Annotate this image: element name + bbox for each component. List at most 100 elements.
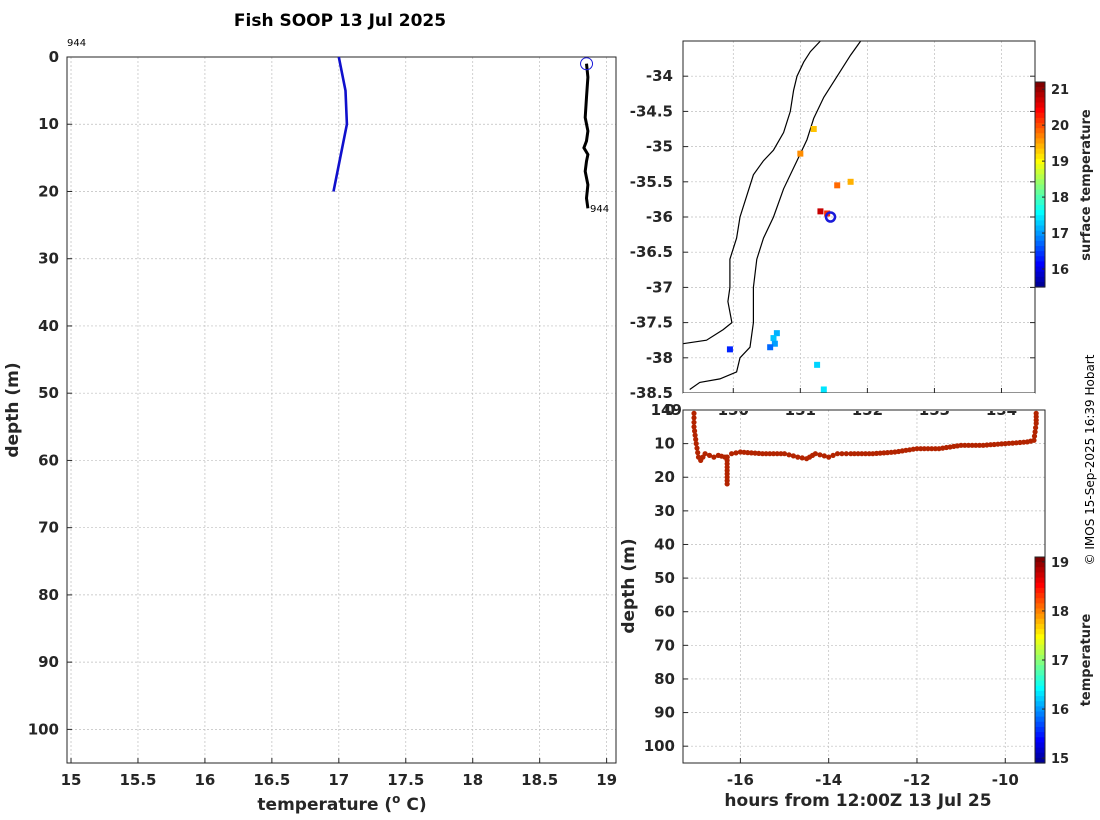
section-track-point	[795, 454, 801, 460]
section-colorbar-segment	[1035, 562, 1045, 568]
section-track-point	[839, 451, 845, 457]
profile-series-xbt-trace	[582, 63, 590, 209]
section-colorbar-segment	[1035, 690, 1045, 697]
section-chart: -16 -14 -12 -10 0 10 20 30 40 50 60 70 80 90 100 15 16 1…	[619, 393, 1094, 811]
section-track-point	[691, 415, 697, 421]
map-colorbar-tick-label: 20	[1051, 119, 1069, 134]
map-colorbar-frame	[1034, 81, 1046, 288]
map-ship-position-marker	[824, 211, 837, 223]
section-x-tick-label: -12	[903, 771, 930, 789]
map-colorbar-tick-label: 21	[1051, 83, 1069, 98]
section-x-tick-label: -14	[815, 771, 842, 789]
section-colorbar-segment	[1035, 644, 1045, 651]
section-track-point	[843, 451, 849, 457]
section-colorbar-segment	[1035, 696, 1045, 702]
section-track-point	[748, 450, 755, 456]
map-colorbar-segment	[1035, 261, 1045, 268]
section-track-point	[1031, 437, 1037, 443]
section-track-point	[848, 451, 854, 457]
section-colorbar-tick-label: 17	[1051, 654, 1069, 669]
profile-x-axis-label: temperature (o C)	[257, 792, 426, 815]
profile-y-tick-label: 10	[38, 115, 59, 133]
section-colorbar-segment	[1035, 577, 1045, 584]
section-y-tick-label: 40	[654, 535, 675, 553]
profile-y-tick-label: 20	[38, 182, 59, 200]
map-colorbar-segment	[1035, 158, 1045, 165]
map-y-tick-label: -35.5	[630, 173, 673, 191]
map-y-tick-label: -38	[646, 349, 673, 367]
section-track-point	[692, 432, 698, 438]
map-y-tick-label: -35	[646, 138, 673, 156]
profile-chart: 15 15.5 16 16.5 17 17.5 18 18.5 19 0 10 20 30 40 50 60 7…	[3, 38, 617, 815]
section-track-point	[759, 451, 766, 457]
map-colorbar-segment	[1035, 153, 1045, 160]
section-track-point	[799, 455, 805, 461]
map-y-tick-label: -37.5	[630, 314, 673, 332]
section-overlap-mask	[683, 393, 1035, 411]
profile-y-tick-label: 40	[38, 317, 59, 335]
map-colorbar-segment	[1035, 82, 1045, 88]
map-colorbar-segment	[1035, 251, 1045, 257]
section-track-point	[925, 446, 931, 452]
profile-y-tick-label: 80	[38, 586, 59, 604]
section-colorbar-segment	[1035, 567, 1045, 574]
section-x-tick-label: -16	[727, 771, 754, 789]
section-track-point	[691, 419, 697, 425]
section-track-point	[855, 451, 861, 457]
section-track-point	[976, 442, 983, 448]
section-colorbar-segment	[1035, 582, 1045, 589]
map-y-tick-label: -38.5	[630, 384, 673, 402]
map-colorbar-segment	[1035, 256, 1045, 262]
map-colorbar-segment	[1035, 87, 1045, 93]
map-surface-temp-point	[726, 346, 733, 353]
profile-id-top: 944	[67, 38, 86, 49]
map-colorbar-tick-label: 16	[1051, 263, 1069, 278]
map-colorbar-segment	[1035, 138, 1045, 145]
map-colorbar-segment	[1035, 281, 1045, 288]
profile-plot-frame	[66, 56, 617, 764]
section-track-point	[692, 428, 698, 434]
section-colorbar-segment	[1035, 654, 1045, 661]
map-colorbar-segment	[1035, 271, 1045, 278]
section-colorbar-segment	[1035, 711, 1045, 718]
section-track-point	[812, 451, 819, 457]
section-x-tick-label: -10	[992, 771, 1019, 789]
section-track-point	[851, 451, 858, 457]
section-y-tick-label: 10	[654, 435, 675, 453]
profile-y-tick-label: 60	[38, 451, 59, 469]
map-colorbar-segment	[1035, 169, 1045, 175]
profile-x-tick-label: 17	[328, 771, 349, 789]
section-colorbar-segment	[1035, 685, 1045, 692]
section-colorbar-segment	[1035, 639, 1045, 646]
section-track-point	[706, 452, 713, 458]
map-colorbar-segment	[1035, 97, 1045, 104]
profile-y-tick-label: 30	[38, 250, 59, 268]
profile-x-tick-label: 18.5	[521, 771, 558, 789]
section-colorbar-segment	[1035, 752, 1045, 759]
section-y-tick-label: 50	[654, 569, 675, 587]
section-colorbar-segment	[1035, 593, 1045, 599]
map-y-tick-label: -36.5	[630, 243, 673, 261]
section-y-axis-label: depth (m)	[619, 538, 639, 633]
section-colorbar-segment	[1035, 757, 1045, 764]
section-track-point	[763, 451, 769, 457]
section-track-point	[826, 454, 832, 460]
map-surface-temp-point	[810, 126, 817, 132]
section-y-tick-label: 80	[654, 670, 675, 688]
section-colorbar-segment	[1035, 557, 1045, 563]
section-spike-point	[724, 481, 730, 487]
map-surface-temp-point	[797, 150, 804, 157]
section-colorbar-segment	[1035, 721, 1045, 728]
section-track-point	[830, 452, 836, 458]
copyright-text: © IMOS 15-Sep-2025 16:39 Hobart	[1083, 354, 1097, 565]
section-colorbar-segment	[1035, 649, 1045, 656]
map-colorbar-segment	[1035, 128, 1045, 134]
section-track-point	[929, 446, 935, 452]
section-track-point	[729, 451, 735, 457]
profile-y-tick-label: 50	[38, 384, 59, 402]
section-colorbar-segment	[1035, 706, 1045, 713]
section-colorbar-tick-label: 18	[1051, 605, 1069, 620]
profile-y-tick-label: 100	[28, 720, 59, 738]
section-y-tick-label: 90	[654, 704, 675, 722]
profile-x-tick-label: 19	[596, 771, 617, 789]
